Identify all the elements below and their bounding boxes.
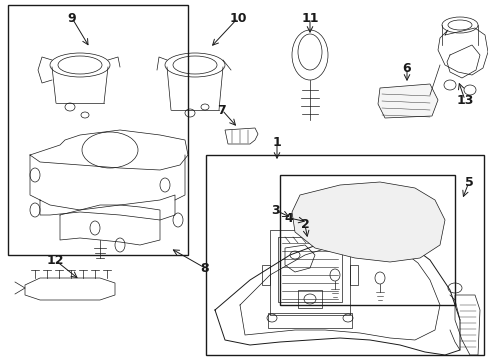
Polygon shape [291,182,444,262]
Bar [280,175,454,305]
Text: 11: 11 [301,12,318,24]
Text: 2: 2 [300,219,309,231]
Text: 3: 3 [270,203,279,216]
Bar [269,230,349,315]
Polygon shape [377,84,437,118]
Bar [297,290,321,308]
Text: 9: 9 [67,12,76,24]
Bar [278,237,341,302]
Bar [262,265,269,285]
Text: 4: 4 [284,211,293,225]
Text: 8: 8 [200,261,209,274]
Text: 7: 7 [217,104,226,117]
Bar [349,265,357,285]
Text: 12: 12 [46,253,63,266]
Text: 13: 13 [455,94,473,107]
Text: 1: 1 [272,136,281,149]
Text: 5: 5 [464,175,472,189]
Bar [205,155,483,355]
Text: 10: 10 [229,12,246,24]
Bar [8,5,187,255]
Text: 6: 6 [402,62,410,75]
Bar [267,313,351,328]
